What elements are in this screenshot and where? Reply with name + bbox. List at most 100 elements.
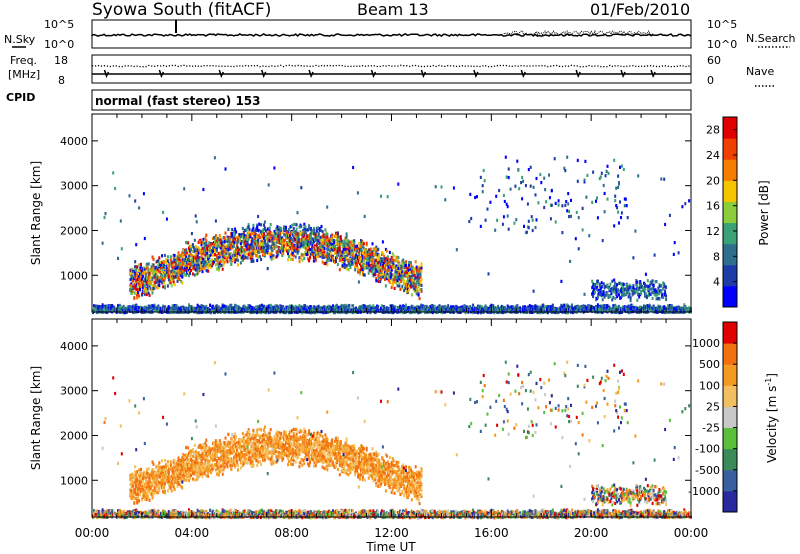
range-cell bbox=[159, 279, 162, 283]
range-cell bbox=[326, 251, 329, 255]
range-cell bbox=[221, 255, 224, 259]
range-cell bbox=[180, 253, 183, 257]
range-cell bbox=[155, 280, 158, 284]
range-cell bbox=[202, 258, 205, 262]
range-cell bbox=[308, 245, 311, 249]
range-cell bbox=[348, 252, 351, 256]
range-cell bbox=[384, 284, 387, 288]
range-cell bbox=[150, 268, 153, 272]
freq-right-tick-top: 60 bbox=[707, 54, 721, 67]
range-cell bbox=[210, 311, 213, 315]
range-cell bbox=[380, 304, 383, 308]
range-cell bbox=[337, 235, 340, 239]
range-cell bbox=[339, 242, 342, 246]
range-cell bbox=[291, 251, 294, 256]
range-cell bbox=[344, 250, 347, 254]
range-cell bbox=[226, 260, 229, 264]
range-cell bbox=[330, 239, 333, 243]
range-cell bbox=[382, 272, 385, 276]
range-cell bbox=[162, 285, 165, 289]
range-cell bbox=[387, 268, 390, 272]
freq-right-label: Nave bbox=[746, 65, 774, 78]
range-cell bbox=[263, 228, 265, 232]
range-cell bbox=[414, 276, 417, 280]
range-cell bbox=[420, 278, 423, 282]
range-cell bbox=[279, 233, 282, 237]
range-cell bbox=[319, 228, 322, 232]
range-cell bbox=[144, 275, 147, 279]
range-cell bbox=[283, 244, 286, 248]
range-cell bbox=[185, 273, 188, 277]
range-cell bbox=[295, 247, 298, 251]
range-cell bbox=[133, 296, 136, 300]
range-cell bbox=[188, 303, 190, 307]
range-cell bbox=[263, 236, 265, 240]
range-cell bbox=[241, 226, 244, 231]
range-cell bbox=[281, 241, 284, 245]
range-cell bbox=[172, 268, 175, 272]
range-cell bbox=[349, 240, 352, 244]
range-cell bbox=[270, 257, 273, 261]
range-cell bbox=[188, 274, 190, 278]
range-cell bbox=[250, 231, 253, 235]
range-cell bbox=[195, 263, 198, 267]
range-cell bbox=[374, 253, 377, 257]
range-cell bbox=[276, 245, 279, 249]
range-cell bbox=[370, 257, 373, 262]
range-cell bbox=[143, 286, 146, 291]
range-cell bbox=[242, 231, 245, 235]
range-cell bbox=[186, 251, 189, 255]
range-cell bbox=[236, 255, 239, 259]
range-cell bbox=[222, 243, 225, 247]
range-cell bbox=[204, 256, 207, 260]
range-cell bbox=[382, 252, 385, 256]
range-cell bbox=[295, 227, 298, 231]
range-cell bbox=[165, 260, 167, 265]
range-cell bbox=[270, 234, 273, 238]
range-cell bbox=[202, 264, 205, 269]
range-cell bbox=[298, 260, 301, 264]
range-cell bbox=[368, 251, 371, 255]
range-cell bbox=[153, 270, 156, 274]
range-cell bbox=[403, 269, 406, 273]
range-cell bbox=[325, 238, 328, 242]
range-cell bbox=[380, 277, 383, 281]
range-cell bbox=[285, 247, 287, 251]
range-cell bbox=[418, 297, 421, 301]
range-cell bbox=[207, 265, 210, 269]
range-cell bbox=[287, 252, 289, 256]
range-cell bbox=[419, 276, 422, 280]
range-cell bbox=[384, 256, 387, 260]
range-cell bbox=[273, 239, 276, 243]
range-cell bbox=[215, 248, 218, 253]
range-cell bbox=[272, 256, 275, 260]
range-cell bbox=[167, 266, 170, 270]
range-cell bbox=[346, 253, 349, 257]
freq-left-label-1: Freq. bbox=[10, 54, 37, 67]
range-cell bbox=[268, 239, 271, 243]
range-cell bbox=[234, 253, 237, 257]
range-cell bbox=[260, 223, 263, 227]
range-cell bbox=[417, 293, 420, 297]
range-cell bbox=[295, 235, 298, 240]
range-cell bbox=[170, 284, 173, 288]
range-cell bbox=[353, 239, 356, 243]
range-cell bbox=[376, 269, 379, 273]
range-cell bbox=[386, 261, 389, 265]
range-cell bbox=[362, 242, 365, 246]
range-cell bbox=[264, 234, 267, 238]
range-cell bbox=[162, 262, 165, 266]
range-cell bbox=[322, 233, 325, 237]
range-cell bbox=[164, 284, 166, 288]
range-cell bbox=[287, 228, 290, 232]
range-cell bbox=[151, 291, 154, 295]
range-cell bbox=[342, 253, 345, 257]
range-cell bbox=[241, 234, 244, 239]
range-cell bbox=[222, 263, 225, 267]
range-cell bbox=[200, 241, 203, 245]
range-cell bbox=[255, 239, 258, 243]
range-cell bbox=[161, 278, 164, 282]
range-cell bbox=[173, 270, 176, 275]
range-cell bbox=[247, 225, 250, 229]
